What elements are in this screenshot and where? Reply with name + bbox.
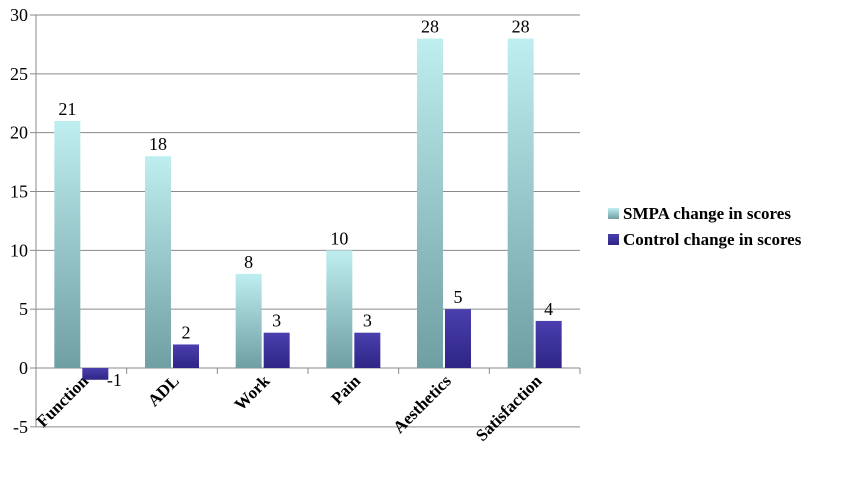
bar-smpa-work: [235, 273, 262, 368]
y-tick-label: 20: [10, 123, 28, 143]
legend-label: Control change in scores: [623, 230, 802, 249]
bar-control-adl: [173, 344, 199, 368]
bar-control-function: [82, 368, 109, 380]
data-label: 4: [544, 299, 553, 319]
gridlines: [36, 14, 580, 428]
data-label: 10: [330, 228, 348, 248]
bars: [54, 38, 562, 380]
x-category-label: Satisfaction: [472, 371, 546, 445]
x-category-label: Pain: [327, 371, 364, 408]
bar-control-satisfaction: [535, 320, 562, 368]
bar-smpa-pain: [326, 250, 353, 368]
y-tick-label: 25: [10, 64, 28, 84]
y-tick-label: -5: [13, 417, 28, 437]
data-label: 8: [244, 252, 253, 272]
bar-control-aesthetics: [445, 309, 471, 368]
data-label: 5: [454, 287, 463, 307]
bar-smpa-satisfaction: [507, 38, 534, 369]
data-label: 3: [363, 311, 372, 331]
bar-smpa-function: [54, 120, 81, 369]
data-label: 21: [58, 99, 76, 119]
legend-swatch: [608, 234, 619, 245]
bar-control-work: [263, 332, 290, 368]
y-tick-label: 15: [10, 182, 28, 202]
x-category-label: ADL: [144, 371, 183, 410]
data-label: 3: [272, 311, 281, 331]
legend-swatch: [608, 208, 619, 219]
y-tick-label: 0: [19, 358, 28, 378]
bar-smpa-aesthetics: [417, 38, 443, 369]
y-tick-label: 30: [10, 5, 28, 25]
data-label: 2: [182, 322, 191, 342]
legend-label: SMPA change in scores: [623, 204, 791, 223]
data-label: 18: [149, 134, 167, 154]
x-category-label: Function: [33, 371, 93, 431]
y-tick-label: 5: [19, 299, 28, 319]
bar-control-pain: [354, 332, 381, 368]
data-label: 28: [421, 17, 439, 37]
bar-smpa-adl: [145, 156, 171, 368]
x-category-label: Work: [231, 371, 274, 414]
data-label: 28: [512, 17, 530, 37]
data-label: -1: [107, 370, 122, 390]
y-tick-label: 10: [10, 240, 28, 260]
legend: SMPA change in scores Control change in s…: [608, 204, 802, 249]
